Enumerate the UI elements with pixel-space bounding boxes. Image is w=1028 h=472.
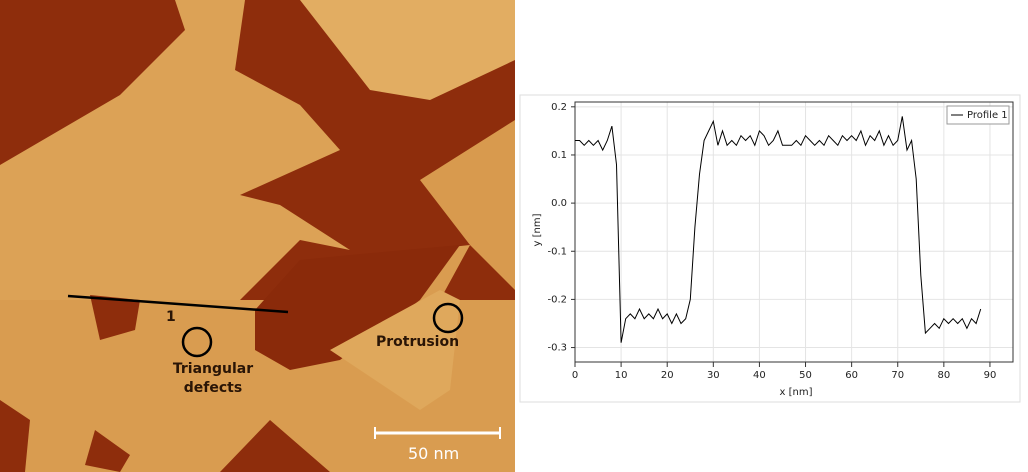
page: {"image": {"annotations": ["1", "Triangu… <box>0 0 1028 472</box>
y-tick-label: -0.2 <box>547 294 567 305</box>
y-tick-label: 0.1 <box>551 150 567 161</box>
y-tick-label: -0.3 <box>547 343 567 354</box>
defect-label: Triangular defects <box>168 360 258 398</box>
x-tick-label: 90 <box>984 370 997 381</box>
x-tick-label: 0 <box>572 370 578 381</box>
x-tick-label: 30 <box>707 370 720 381</box>
y-tick-label: 0.2 <box>551 102 567 113</box>
figure: x [nm] y [nm] 0.2 0.1 0.0 -0.1 -0.2 -0.3 0 10 20… <box>0 0 1028 472</box>
y-tick-label: -0.1 <box>547 246 567 257</box>
y-axis-label: y [nm] <box>532 213 543 246</box>
x-tick-label: 50 <box>799 370 812 381</box>
x-tick-label: 40 <box>753 370 766 381</box>
x-axis-label: x [nm] <box>780 387 813 398</box>
x-tick-label: 20 <box>661 370 674 381</box>
x-tick-label: 60 <box>845 370 858 381</box>
stm-image <box>0 0 515 472</box>
scale-bar-label: 50 nm <box>408 444 459 463</box>
legend-label: Profile 1 <box>967 110 1008 121</box>
x-tick-label: 70 <box>891 370 904 381</box>
protrusion-label: Protrusion <box>376 333 459 352</box>
y-tick-label: 0.0 <box>551 198 567 209</box>
profile-label: 1 <box>166 308 176 327</box>
x-tick-label: 10 <box>615 370 628 381</box>
chart-panel <box>520 95 1020 402</box>
x-tick-label: 80 <box>937 370 950 381</box>
